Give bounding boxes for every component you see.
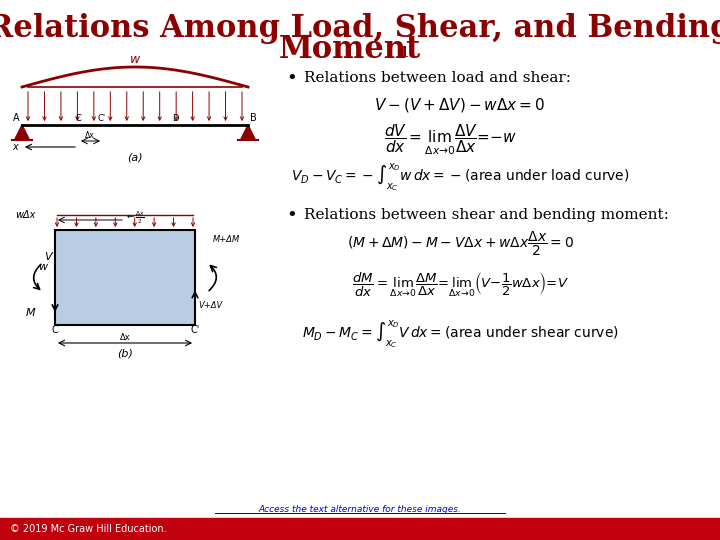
Text: Δx: Δx bbox=[120, 333, 130, 342]
Text: $(M+\Delta M)-M-V\Delta x+w\Delta x\dfrac{\Delta x}{2}=0$: $(M+\Delta M)-M-V\Delta x+w\Delta x\dfra… bbox=[346, 230, 573, 258]
Text: B: B bbox=[250, 113, 257, 123]
Text: Relations between shear and bending moment:: Relations between shear and bending mome… bbox=[304, 208, 669, 222]
Text: D: D bbox=[172, 114, 179, 123]
Text: •: • bbox=[287, 206, 297, 224]
Text: (a): (a) bbox=[127, 152, 143, 162]
Text: Relations Among Load, Shear, and Bending: Relations Among Load, Shear, and Bending bbox=[0, 12, 720, 44]
Text: $V-(V+\Delta V)-w\Delta x=0$: $V-(V+\Delta V)-w\Delta x=0$ bbox=[374, 96, 546, 114]
Text: V+ΔV: V+ΔV bbox=[198, 300, 222, 309]
Text: M: M bbox=[25, 308, 35, 318]
Text: C': C' bbox=[98, 114, 106, 123]
Text: 1: 1 bbox=[398, 46, 409, 60]
Text: $\dfrac{dV}{dx} = \lim_{\Delta x\to 0}\dfrac{\Delta V}{\Delta x}=-w$: $\dfrac{dV}{dx} = \lim_{\Delta x\to 0}\d… bbox=[384, 123, 516, 157]
Bar bbox=[55, 230, 195, 325]
Text: Access the text alternative for these images.: Access the text alternative for these im… bbox=[258, 505, 462, 515]
Text: A: A bbox=[14, 113, 20, 123]
Text: M+ΔM: M+ΔM bbox=[213, 235, 240, 245]
Text: C': C' bbox=[190, 325, 199, 335]
Bar bbox=[0, 518, 720, 540]
Text: Relations between load and shear:: Relations between load and shear: bbox=[304, 71, 571, 85]
Text: Moment: Moment bbox=[279, 35, 421, 65]
Text: © 2019 Mc Graw Hill Education.: © 2019 Mc Graw Hill Education. bbox=[10, 524, 166, 534]
Text: wΔx: wΔx bbox=[15, 210, 35, 220]
Text: V: V bbox=[45, 253, 52, 262]
Polygon shape bbox=[241, 125, 255, 139]
Text: (b): (b) bbox=[117, 349, 133, 359]
Text: C: C bbox=[75, 114, 81, 123]
Text: Δx: Δx bbox=[85, 131, 95, 140]
Text: w: w bbox=[38, 262, 47, 273]
Text: x: x bbox=[12, 142, 18, 152]
Polygon shape bbox=[15, 125, 29, 139]
Text: $V_D-V_C=-\int_{x_C}^{x_D}w\,dx=-(\mathrm{area\ under\ load\ curve})$: $V_D-V_C=-\int_{x_C}^{x_D}w\,dx=-(\mathr… bbox=[291, 162, 629, 194]
Text: •: • bbox=[287, 69, 297, 87]
Text: $\leftarrow \frac{\Delta x}{2}$: $\leftarrow \frac{\Delta x}{2}$ bbox=[125, 210, 145, 226]
Text: w: w bbox=[130, 53, 140, 66]
Text: $M_D-M_C=\int_{x_C}^{x_D}V\,dx=(\mathrm{area\ under\ shear\ curve})$: $M_D-M_C=\int_{x_C}^{x_D}V\,dx=(\mathrm{… bbox=[302, 319, 618, 351]
Text: $\dfrac{dM}{dx} = \lim_{\Delta x\to 0}\dfrac{\Delta M}{\Delta x} = \lim_{\Delta : $\dfrac{dM}{dx} = \lim_{\Delta x\to 0}\d… bbox=[351, 271, 568, 299]
Text: C: C bbox=[52, 325, 58, 335]
